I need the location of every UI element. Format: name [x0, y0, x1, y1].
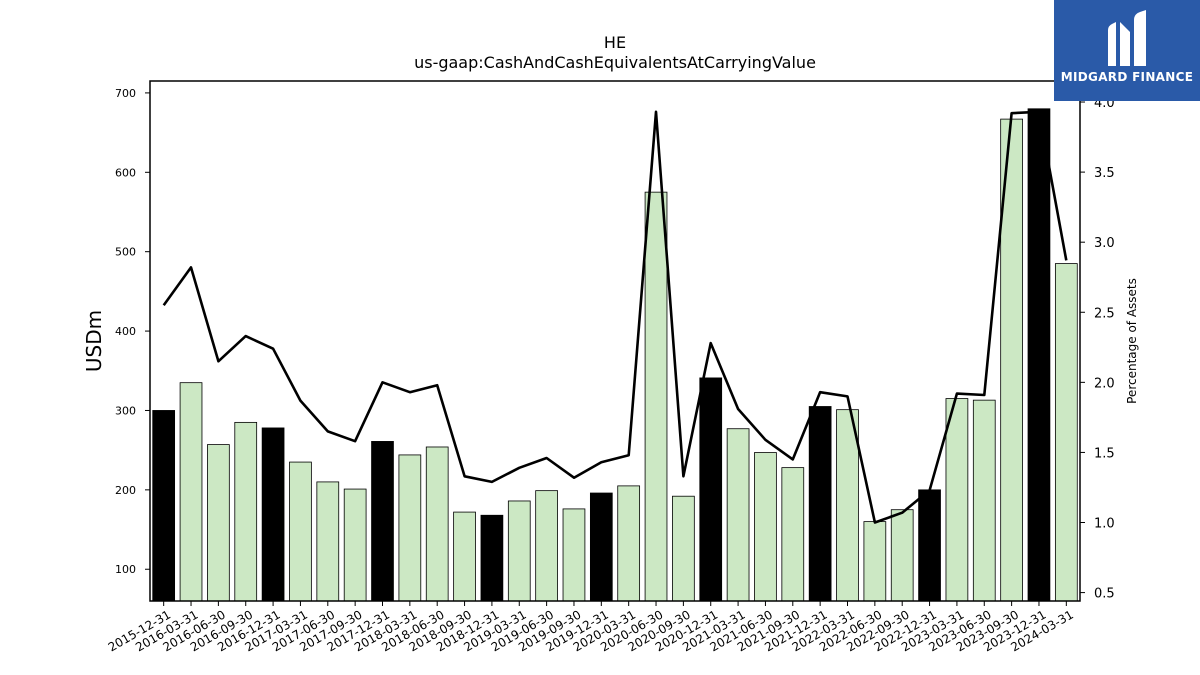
- bar-2024-03-31: [1054, 263, 1078, 602]
- bar-2017-06-30: [316, 481, 340, 602]
- bar-2020-06-30: [644, 191, 668, 602]
- bar-2022-12-31: [918, 489, 941, 602]
- bar-2023-03-31: [945, 398, 969, 602]
- y2-tick-label-0: 0.5: [1094, 587, 1115, 602]
- bar-2020-12-31: [699, 377, 723, 602]
- bar-2018-09-30: [453, 511, 476, 602]
- bar-2016-03-31: [179, 382, 203, 602]
- plot-frame: [149, 80, 1081, 602]
- line-layer: [162, 110, 1068, 524]
- y-tick-label-400: 400: [115, 325, 136, 338]
- bar-2020-03-31: [617, 485, 641, 602]
- percentage-line: [162, 110, 1068, 524]
- bar-2019-12-31: [589, 492, 613, 602]
- bars-layer: [152, 108, 1078, 602]
- bar-2021-03-31: [726, 428, 750, 602]
- bar-2023-06-30: [972, 399, 996, 602]
- bar-2022-09-30: [890, 509, 914, 602]
- bar-2018-06-30: [425, 446, 449, 602]
- bar-2020-09-30: [672, 495, 695, 602]
- bar-2016-09-30: [234, 421, 258, 602]
- bar-2017-03-31: [289, 461, 312, 602]
- bar-2016-12-31: [261, 427, 285, 602]
- bar-2019-03-31: [507, 500, 531, 602]
- y2-tick-label-6: 3.5: [1094, 166, 1115, 181]
- logo: MIDGARD FINANCE: [1054, 0, 1200, 101]
- bar-2023-12-31: [1027, 108, 1051, 602]
- y-tick-label-100: 100: [115, 563, 136, 576]
- logo-text: MIDGARD FINANCE: [1060, 70, 1194, 84]
- y-tick-label-600: 600: [115, 166, 136, 179]
- y-tick-label-700: 700: [115, 87, 136, 100]
- y-tick-label-300: 300: [115, 404, 136, 417]
- y2-tick-label-2: 1.5: [1094, 446, 1115, 461]
- bar-2015-12-31: [152, 410, 176, 602]
- y-tick-label-200: 200: [115, 484, 136, 497]
- bar-2022-03-31: [836, 409, 859, 602]
- y-tick-label-500: 500: [115, 246, 136, 259]
- chart-title: HE: [604, 33, 626, 52]
- chart-subtitle: us-gaap:CashAndCashEquivalentsAtCarrying…: [414, 53, 816, 72]
- bar-2019-09-30: [562, 508, 586, 602]
- bar-2019-06-30: [535, 490, 558, 602]
- y2-tick-label-4: 2.5: [1094, 306, 1115, 321]
- y2-tick-label-5: 3.0: [1094, 236, 1115, 251]
- bar-2022-06-30: [863, 521, 887, 602]
- bar-2018-03-31: [398, 454, 422, 602]
- bar-2017-09-30: [343, 488, 367, 602]
- y2-tick-label-3: 2.0: [1094, 376, 1115, 391]
- bar-2018-12-31: [480, 514, 504, 602]
- midgard-logo-icon: [1108, 10, 1146, 66]
- bar-2021-06-30: [754, 452, 777, 602]
- y2-tick-label-1: 1.0: [1094, 517, 1115, 532]
- bar-2016-06-30: [207, 444, 230, 602]
- y-axis-label: USDm: [82, 310, 106, 372]
- bar-2021-12-31: [808, 406, 832, 602]
- bar-2017-12-31: [371, 441, 394, 602]
- y2-axis-label: Percentage of Assets: [1125, 278, 1139, 404]
- bar-2021-09-30: [781, 467, 805, 602]
